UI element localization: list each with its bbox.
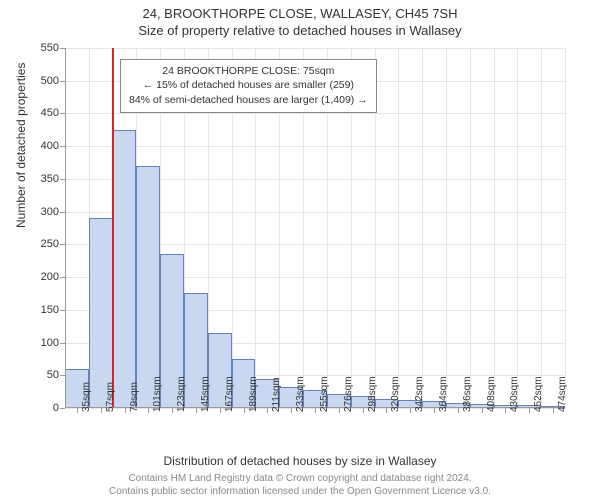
y-tick-mark — [60, 179, 65, 180]
x-tick-mark — [172, 408, 173, 413]
x-tick-mark — [125, 408, 126, 413]
x-tick-mark — [410, 408, 411, 413]
histogram-bar — [113, 130, 137, 408]
x-tick-label: 233sqm — [295, 376, 306, 412]
x-tick-mark — [196, 408, 197, 413]
gridline-v — [494, 48, 495, 408]
x-tick-label: 298sqm — [367, 376, 378, 412]
y-tick-mark — [60, 244, 65, 245]
y-tick-mark — [60, 375, 65, 376]
x-tick-mark — [315, 408, 316, 413]
x-tick-mark — [148, 408, 149, 413]
x-tick-mark — [529, 408, 530, 413]
title-main: 24, BROOKTHORPE CLOSE, WALLASEY, CH45 7S… — [0, 0, 600, 21]
x-tick-mark — [458, 408, 459, 413]
x-tick-label: 342sqm — [414, 376, 425, 412]
annotation-line3: 84% of semi-detached houses are larger (… — [129, 93, 368, 108]
x-tick-label: 320sqm — [390, 376, 401, 412]
footer-line2: Contains public sector information licen… — [0, 485, 600, 498]
x-tick-label: 123sqm — [176, 376, 187, 412]
x-tick-label: 474sqm — [557, 376, 568, 412]
x-tick-label: 211sqm — [271, 377, 282, 412]
gridline-v — [541, 48, 542, 408]
x-tick-label: 386sqm — [462, 376, 473, 412]
x-axis-label: Distribution of detached houses by size … — [0, 454, 600, 468]
x-tick-mark — [267, 408, 268, 413]
y-tick-mark — [60, 146, 65, 147]
gridline-v — [398, 48, 399, 408]
gridline-v — [422, 48, 423, 408]
annotation-box: 24 BROOKTHORPE CLOSE: 75sqm ← 15% of det… — [120, 59, 377, 113]
annotation-line2: ← 15% of detached houses are smaller (25… — [129, 78, 368, 93]
y-tick-mark — [60, 343, 65, 344]
y-tick-mark — [60, 408, 65, 409]
x-tick-label: 452sqm — [533, 376, 544, 412]
gridline-v — [565, 48, 566, 408]
gridline-v — [446, 48, 447, 408]
y-tick-mark — [60, 113, 65, 114]
x-tick-mark — [220, 408, 221, 413]
footer-line1: Contains HM Land Registry data © Crown c… — [0, 472, 600, 485]
y-tick-mark — [60, 212, 65, 213]
histogram-bar — [89, 218, 113, 408]
x-tick-mark — [339, 408, 340, 413]
x-tick-label: 79sqm — [129, 382, 140, 412]
gridline-h — [65, 146, 565, 147]
histogram-bar — [136, 166, 160, 408]
x-tick-label: 57sqm — [105, 382, 116, 412]
x-tick-label: 408sqm — [486, 376, 497, 412]
x-tick-label: 255sqm — [319, 376, 330, 412]
gridline-h — [65, 48, 565, 49]
x-tick-mark — [553, 408, 554, 413]
x-tick-label: 167sqm — [224, 376, 235, 412]
x-tick-mark — [244, 408, 245, 413]
y-tick-mark — [60, 310, 65, 311]
x-tick-label: 364sqm — [438, 376, 449, 412]
y-tick-mark — [60, 48, 65, 49]
footer: Contains HM Land Registry data © Crown c… — [0, 472, 600, 498]
y-tick-mark — [60, 277, 65, 278]
y-tick-mark — [60, 81, 65, 82]
x-tick-label: 189sqm — [248, 376, 259, 412]
x-tick-label: 35sqm — [81, 382, 92, 412]
gridline-v — [517, 48, 518, 408]
x-tick-mark — [363, 408, 364, 413]
x-tick-mark — [482, 408, 483, 413]
title-sub: Size of property relative to detached ho… — [0, 21, 600, 38]
annotation-line1: 24 BROOKTHORPE CLOSE: 75sqm — [129, 64, 368, 79]
x-tick-mark — [101, 408, 102, 413]
x-tick-label: 430sqm — [509, 376, 520, 412]
chart-area: 050100150200250300350400450500550 35sqm5… — [65, 48, 565, 408]
y-axis-label: Number of detached properties — [14, 63, 28, 228]
gridline-h — [65, 113, 565, 114]
x-tick-mark — [77, 408, 78, 413]
x-tick-mark — [434, 408, 435, 413]
x-tick-mark — [386, 408, 387, 413]
x-tick-mark — [291, 408, 292, 413]
x-tick-mark — [505, 408, 506, 413]
axis-left — [65, 48, 66, 408]
marker-line — [112, 48, 114, 408]
x-tick-label: 145sqm — [200, 376, 211, 412]
x-tick-label: 276sqm — [343, 376, 354, 412]
gridline-v — [470, 48, 471, 408]
x-tick-label: 101sqm — [152, 376, 163, 412]
